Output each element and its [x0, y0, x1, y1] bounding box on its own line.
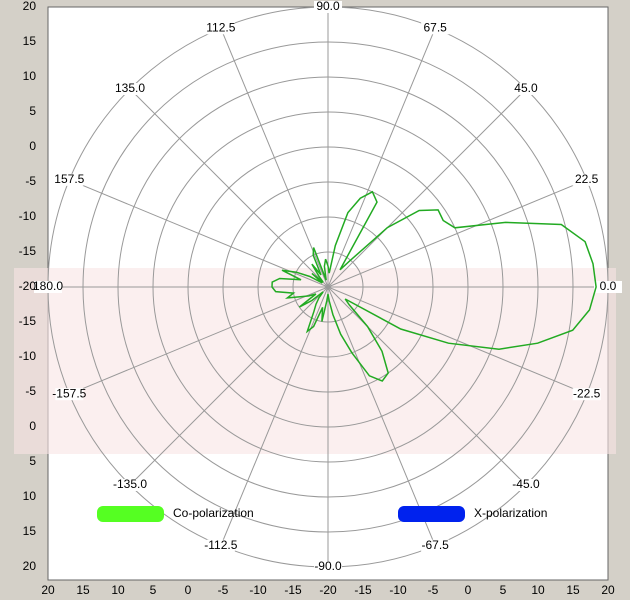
- angle-label: -112.5: [204, 538, 237, 552]
- angle-label-bg: [206, 22, 235, 35]
- angle-label: 90.0: [316, 0, 340, 13]
- grid-spoke: [69, 179, 329, 288]
- y-tick-label: -5: [25, 384, 36, 398]
- angle-label: -157.5: [52, 386, 86, 400]
- y-tick-label: 20: [23, 0, 37, 13]
- angle-label: 67.5: [423, 20, 447, 34]
- grid-spoke: [129, 286, 329, 486]
- grid-spoke: [327, 28, 436, 288]
- angle-label: -67.5: [421, 538, 449, 552]
- angle-label: -90.0: [314, 559, 342, 573]
- angle-label: 112.5: [206, 20, 235, 34]
- grid-spoke: [69, 286, 329, 395]
- angle-label-bg: [206, 539, 235, 552]
- angle-label-bg: [572, 173, 601, 186]
- angle-label-bg: [34, 281, 62, 293]
- angle-label-bg: [314, 561, 342, 573]
- x-tick-label: 20: [41, 583, 55, 597]
- x-tick-label: -20: [319, 583, 337, 597]
- legend-label: Co-polarization: [173, 506, 254, 520]
- x-tick-label: -10: [389, 583, 407, 597]
- grid-spoke: [327, 286, 436, 546]
- angle-label-bg: [594, 281, 622, 293]
- x-tick-label: 0: [185, 583, 192, 597]
- angle-label-bg: [421, 539, 450, 552]
- y-tick-label: 5: [29, 104, 36, 118]
- x-tick-label: 0: [465, 583, 472, 597]
- angle-label-bg: [55, 173, 84, 186]
- y-tick-label: 20: [23, 559, 37, 573]
- angle-label: -45.0: [512, 477, 540, 491]
- grid-spoke: [220, 28, 329, 288]
- grid-spoke: [327, 88, 527, 288]
- x-tick-label: -15: [354, 583, 372, 597]
- y-tick-label: -20: [19, 279, 37, 293]
- y-tick-label: 15: [23, 524, 37, 538]
- grid-spoke: [327, 179, 587, 288]
- x-tick-label: 15: [76, 583, 90, 597]
- angle-label: 157.5: [54, 172, 84, 186]
- angle-label: 180.0: [33, 279, 63, 293]
- angle-label: 0.0: [600, 279, 617, 293]
- angle-label: -22.5: [573, 386, 601, 400]
- x-tick-label: 20: [601, 583, 615, 597]
- x-tick-label: 10: [531, 583, 545, 597]
- angle-label-bg: [421, 22, 450, 35]
- legend-swatch: [97, 506, 164, 522]
- y-tick-label: -10: [19, 209, 37, 223]
- y-tick-label: 15: [23, 34, 37, 48]
- angle-label-bg: [116, 478, 145, 491]
- x-tick-label: 5: [500, 583, 507, 597]
- y-tick-label: 10: [23, 69, 37, 83]
- angle-label-bg: [55, 388, 84, 401]
- angle-label-bg: [511, 83, 540, 96]
- angle-label-bg: [314, 1, 342, 13]
- y-tick-label: 0: [29, 139, 36, 153]
- y-tick-label: -5: [25, 174, 36, 188]
- grid-spoke: [327, 286, 587, 395]
- grid-spoke: [327, 286, 527, 486]
- angle-label: 135.0: [115, 81, 145, 95]
- angle-label-bg: [116, 83, 145, 96]
- angle-label-bg: [572, 388, 601, 401]
- y-tick-label: 0: [29, 419, 36, 433]
- angle-label: 45.0: [514, 81, 538, 95]
- x-tick-label: -5: [428, 583, 439, 597]
- legend-label: X-polarization: [474, 506, 547, 520]
- angle-label-bg: [511, 478, 540, 491]
- pattern-line: [271, 190, 597, 382]
- angle-label: -135.0: [113, 477, 147, 491]
- x-tick-label: 10: [111, 583, 125, 597]
- grid-spoke: [129, 88, 329, 288]
- x-tick-label: 15: [566, 583, 580, 597]
- x-tick-label: 5: [150, 583, 157, 597]
- x-tick-label: -15: [284, 583, 302, 597]
- x-tick-label: -5: [218, 583, 229, 597]
- legend-swatch: [398, 506, 465, 522]
- x-tick-label: -10: [249, 583, 267, 597]
- y-tick-label: -15: [19, 244, 37, 258]
- y-tick-label: -10: [19, 349, 37, 363]
- y-tick-label: -15: [19, 314, 37, 328]
- angle-label: 22.5: [575, 172, 599, 186]
- y-tick-label: 5: [29, 454, 36, 468]
- y-tick-label: 10: [23, 489, 37, 503]
